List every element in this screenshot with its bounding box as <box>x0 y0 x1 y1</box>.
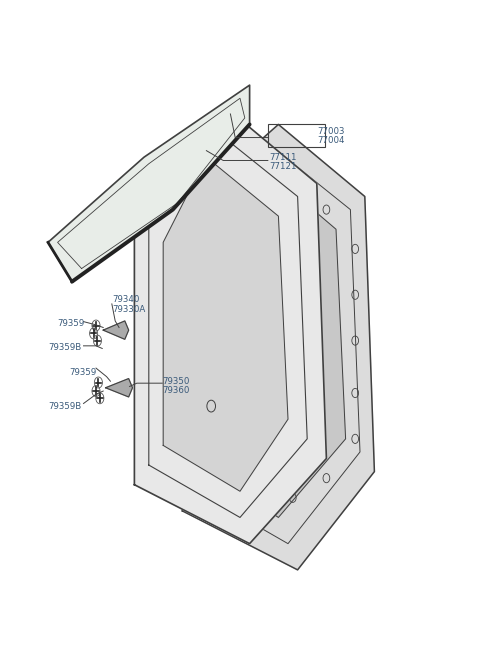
Polygon shape <box>48 85 250 282</box>
Polygon shape <box>134 111 326 544</box>
Polygon shape <box>106 379 132 397</box>
Bar <box>268 124 325 147</box>
Text: 79340: 79340 <box>112 295 139 305</box>
Text: 79359: 79359 <box>70 367 97 377</box>
Text: 79350: 79350 <box>162 377 190 386</box>
Text: 77121: 77121 <box>269 162 296 171</box>
Text: 79359: 79359 <box>58 319 85 328</box>
Text: 79360: 79360 <box>162 386 190 395</box>
Text: 79330A: 79330A <box>112 305 145 314</box>
Text: 79359B: 79359B <box>48 402 81 411</box>
Text: 79359B: 79359B <box>48 343 81 352</box>
Polygon shape <box>103 321 129 339</box>
Polygon shape <box>211 164 346 517</box>
Text: 77111: 77111 <box>269 153 296 162</box>
Text: 77004: 77004 <box>317 136 344 145</box>
Text: 77003: 77003 <box>317 126 344 136</box>
Polygon shape <box>182 124 374 570</box>
Polygon shape <box>163 157 288 491</box>
